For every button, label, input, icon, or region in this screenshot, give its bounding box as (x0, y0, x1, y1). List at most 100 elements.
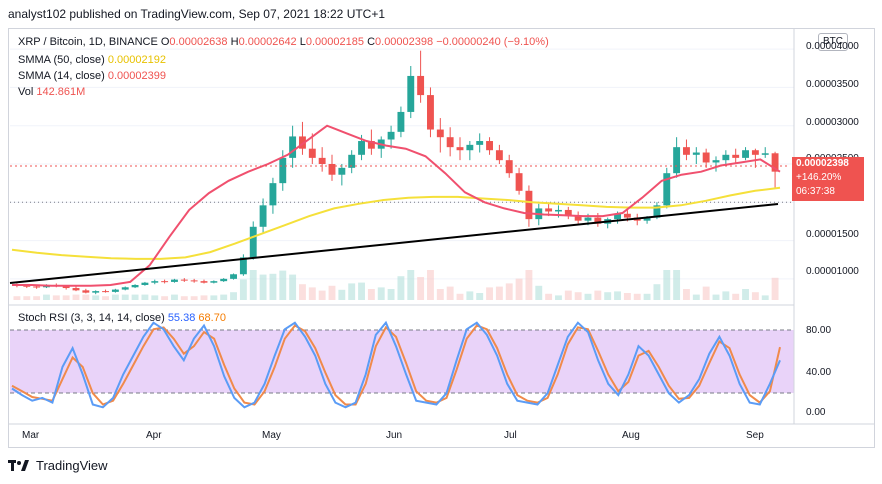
candle-body (751, 150, 759, 155)
change-value: −0.00000240 (−9.10%) (436, 36, 549, 48)
candle-body (239, 257, 247, 275)
candle-body (771, 153, 779, 172)
volume-bar (545, 293, 553, 300)
price-label: 0.00001000 (806, 266, 859, 277)
volume-bar (515, 278, 523, 300)
last-price: 0.00002398 (796, 158, 849, 169)
stoch-rsi-legend[interactable]: Stoch RSI (3, 3, 14, 14, close) 55.38 68… (18, 312, 226, 324)
candle-body (712, 160, 720, 163)
volume-bar (62, 295, 70, 300)
low-value: 0.00002185 (305, 36, 364, 48)
volume-bar (190, 296, 198, 300)
volume-bar (151, 295, 159, 300)
volume-bar (269, 273, 277, 300)
volume-bar (495, 286, 503, 300)
volume-bar (466, 291, 474, 300)
time-label: Jul (504, 430, 517, 441)
volume-bar (574, 292, 582, 300)
volume-bar (742, 289, 749, 300)
candle-body (692, 152, 700, 155)
candle-body (407, 75, 415, 112)
last-change: +146.20% (796, 172, 842, 183)
volume-bar (328, 285, 336, 300)
volume-bar (436, 289, 444, 300)
smma14-legend[interactable]: SMMA (14, close) 0.00002399 (18, 70, 166, 82)
brand-name: TradingView (36, 458, 108, 473)
publisher-line: analyst102 published on TradingView.com,… (8, 7, 386, 21)
candle-body (761, 153, 769, 155)
candle-body (230, 274, 237, 279)
candle-body (338, 167, 346, 175)
time-label: May (262, 430, 281, 441)
candle-body (259, 205, 267, 227)
volume-bar (121, 294, 129, 300)
volume-bar (633, 293, 641, 300)
candle-body (594, 217, 602, 224)
candle-body (495, 150, 503, 161)
low-label: L (299, 36, 306, 48)
candle-body (328, 164, 336, 175)
volume-bar (505, 283, 513, 300)
volume-bar (92, 295, 100, 300)
volume-bar (584, 293, 592, 300)
time-label: Mar (22, 430, 40, 441)
volume-bar (751, 292, 759, 300)
close-label: C (367, 36, 376, 48)
chart-frame[interactable] (8, 28, 875, 448)
price-label: 0.00003500 (806, 79, 859, 90)
volume-bar (535, 285, 543, 300)
volume-legend[interactable]: Vol 142.861M (18, 86, 85, 98)
candle-body (82, 290, 90, 293)
volume-bar (338, 289, 346, 300)
open-label: O (160, 36, 170, 48)
volume-bar (692, 294, 700, 300)
footer-brand[interactable]: TradingView (8, 458, 108, 473)
volume-bar (171, 294, 178, 300)
volume-bar (614, 291, 621, 300)
countdown: 06:37:38 (796, 186, 835, 197)
close-value: 0.00002398 (375, 36, 434, 48)
volume-bar (722, 291, 730, 300)
volume-bar (525, 270, 533, 300)
candle-body (151, 281, 159, 283)
candle-body (466, 144, 474, 151)
volume-bar (712, 294, 720, 300)
candle-body (673, 147, 681, 174)
volume-bar (259, 274, 267, 300)
candle-body (555, 209, 562, 212)
volume-bar (446, 286, 454, 300)
candle-body (663, 173, 671, 206)
time-label: Jun (386, 430, 403, 441)
smma50-legend[interactable]: SMMA (50, close) 0.00002192 (18, 54, 166, 66)
volume-bar (653, 284, 661, 300)
volume-bar (604, 292, 612, 300)
stoch-rsi-label: Stoch RSI (3, 3, 14, 14, close) (18, 312, 165, 324)
volume-bar (623, 293, 631, 300)
volume-bar (299, 284, 306, 300)
volume-bar (643, 293, 651, 300)
price-label: 0.00004000 (806, 41, 859, 52)
volume-bar (249, 270, 257, 300)
currency-button[interactable]: BTC (818, 33, 848, 51)
candle-body (121, 287, 129, 290)
candle-body (131, 284, 139, 288)
volume-bar (289, 274, 297, 300)
volume-bar (348, 283, 356, 300)
volume-bar (732, 293, 740, 300)
candle-body (141, 282, 149, 285)
volume-bar (318, 290, 326, 300)
volume-bar (367, 289, 375, 300)
stoch-k-value: 55.38 (167, 312, 196, 324)
candle-body (190, 280, 198, 282)
candle-body (732, 154, 740, 158)
open-value: 0.00002638 (169, 36, 228, 48)
stoch-d-line (11, 324, 781, 406)
volume-bar (279, 270, 287, 300)
candle-body (102, 291, 109, 293)
candle-body (564, 209, 572, 217)
main-legend: XRP / Bitcoin, 1D, BINANCE O0.00002638 H… (18, 36, 549, 48)
volume-bar (555, 295, 562, 300)
candle-body (387, 131, 395, 140)
candle-body (456, 147, 464, 151)
